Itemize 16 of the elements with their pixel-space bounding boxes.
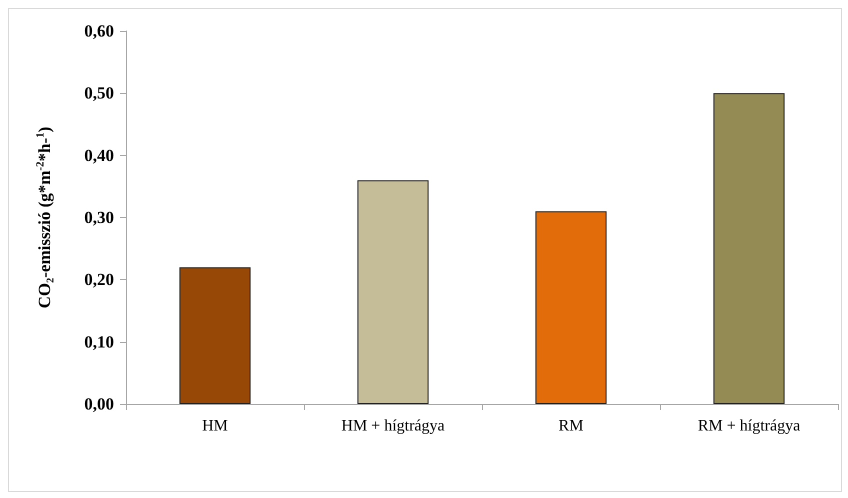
x-tick-label: HM	[202, 418, 228, 434]
y-axis-title: CO₂-emisszió (g*m-2*h-1)	[34, 126, 54, 308]
x-tick-label: RM	[558, 418, 584, 434]
y-tick-label: 0,30	[84, 208, 114, 227]
bar	[179, 267, 251, 404]
y-tick-label: 0,50	[84, 84, 114, 103]
y-tick-label: 0,20	[84, 270, 114, 290]
y-tick-label: 0,40	[84, 146, 114, 165]
y-tick-label: 0,00	[84, 394, 114, 414]
y-tick-label: 0,10	[84, 332, 114, 352]
x-tick-label: HM + hígtrágya	[341, 418, 445, 434]
y-tick-label: 0,60	[84, 22, 114, 40]
bar	[357, 180, 429, 404]
bar	[535, 211, 607, 404]
x-tick-label: RM + hígtrágya	[698, 418, 800, 434]
bar	[713, 93, 785, 404]
